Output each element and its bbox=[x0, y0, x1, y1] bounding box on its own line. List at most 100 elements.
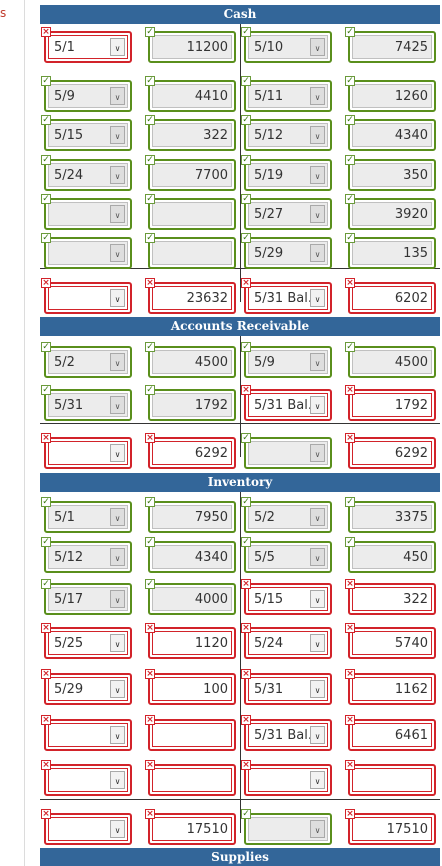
accounts-receivable-debit-date-select[interactable]: 5/2 ∨ ✓ bbox=[41, 342, 132, 378]
cash-debit-amount-input[interactable]: 4410 ✓ bbox=[145, 76, 236, 112]
inventory-debit-amount-input[interactable]: 100 × bbox=[145, 669, 236, 705]
chevron-down-icon[interactable]: ∨ bbox=[110, 590, 125, 608]
inventory-credit-date-select[interactable]: 5/15 ∨ × bbox=[241, 579, 332, 615]
inventory-credit-date-select[interactable]: 5/31 ∨ × bbox=[241, 669, 332, 705]
inventory-debit-amount-input[interactable]: 1120 × bbox=[145, 623, 236, 659]
cash-credit-date-select[interactable]: 5/29 ∨ ✓ bbox=[241, 233, 332, 269]
accounts-receivable-credit-date-select[interactable]: 5/31 Bal. ∨ × bbox=[241, 385, 332, 421]
inventory-debit-date-select[interactable]: 5/25 ∨ × bbox=[41, 623, 132, 659]
cash-debit-date-select[interactable]: ∨ ✓ bbox=[41, 194, 132, 230]
accounts-receivable-debit-amount-input[interactable]: 4500 ✓ bbox=[145, 342, 236, 378]
chevron-down-icon[interactable]: ∨ bbox=[310, 590, 325, 608]
cash-credit-amount-input[interactable]: 4340 ✓ bbox=[345, 115, 436, 151]
inventory-debit-amount-input[interactable]: × bbox=[145, 715, 236, 751]
chevron-down-icon[interactable]: ∨ bbox=[310, 353, 325, 371]
cash-credit-date-select[interactable]: 5/10 ∨ ✓ bbox=[241, 27, 332, 63]
cash-debit-date-select[interactable]: 5/15 ∨ ✓ bbox=[41, 115, 132, 151]
cash-credit-date-select[interactable]: 5/12 ∨ ✓ bbox=[241, 115, 332, 151]
accounts-receivable-debit-amount-input[interactable]: 1792 ✓ bbox=[145, 385, 236, 421]
cash-debit-date-select[interactable]: 5/9 ∨ ✓ bbox=[41, 76, 132, 112]
cash-debit-amount-input[interactable]: 23632 × bbox=[145, 278, 236, 314]
chevron-down-icon[interactable]: ∨ bbox=[310, 548, 325, 566]
chevron-down-icon[interactable]: ∨ bbox=[110, 396, 125, 414]
cash-debit-amount-input[interactable]: 11200 ✓ bbox=[145, 27, 236, 63]
cash-debit-amount-input[interactable]: ✓ bbox=[145, 194, 236, 230]
chevron-down-icon[interactable]: ∨ bbox=[110, 38, 125, 56]
chevron-down-icon[interactable]: ∨ bbox=[110, 680, 125, 698]
cash-credit-amount-input[interactable]: 7425 ✓ bbox=[345, 27, 436, 63]
inventory-credit-amount-input[interactable]: 322 × bbox=[345, 579, 436, 615]
cash-credit-amount-input[interactable]: 350 ✓ bbox=[345, 155, 436, 191]
inventory-credit-date-select[interactable]: 5/31 Bal. ∨ × bbox=[241, 715, 332, 751]
accounts-receivable-credit-amount-input[interactable]: 4500 ✓ bbox=[345, 342, 436, 378]
inventory-credit-amount-input[interactable]: 5740 × bbox=[345, 623, 436, 659]
chevron-down-icon[interactable]: ∨ bbox=[310, 680, 325, 698]
cash-credit-date-select[interactable]: 5/11 ∨ ✓ bbox=[241, 76, 332, 112]
chevron-down-icon[interactable]: ∨ bbox=[310, 166, 325, 184]
chevron-down-icon[interactable]: ∨ bbox=[310, 38, 325, 56]
chevron-down-icon[interactable]: ∨ bbox=[310, 444, 325, 462]
cash-credit-amount-input[interactable]: 3920 ✓ bbox=[345, 194, 436, 230]
accounts-receivable-credit-date-select[interactable]: 5/9 ∨ ✓ bbox=[241, 342, 332, 378]
inventory-debit-amount-input[interactable]: 17510 × bbox=[145, 809, 236, 845]
chevron-down-icon[interactable]: ∨ bbox=[110, 126, 125, 144]
inventory-credit-amount-input[interactable]: 3375 ✓ bbox=[345, 497, 436, 533]
chevron-down-icon[interactable]: ∨ bbox=[310, 87, 325, 105]
accounts-receivable-credit-date-select[interactable]: ∨ ✓ bbox=[241, 433, 332, 469]
chevron-down-icon[interactable]: ∨ bbox=[110, 634, 125, 652]
cash-debit-amount-input[interactable]: 7700 ✓ bbox=[145, 155, 236, 191]
inventory-debit-date-select[interactable]: 5/12 ∨ ✓ bbox=[41, 537, 132, 573]
chevron-down-icon[interactable]: ∨ bbox=[110, 508, 125, 526]
inventory-credit-date-select[interactable]: ∨ × bbox=[241, 760, 332, 796]
chevron-down-icon[interactable]: ∨ bbox=[110, 771, 125, 789]
chevron-down-icon[interactable]: ∨ bbox=[110, 205, 125, 223]
accounts-receivable-credit-amount-input[interactable]: 6292 × bbox=[345, 433, 436, 469]
chevron-down-icon[interactable]: ∨ bbox=[310, 244, 325, 262]
inventory-credit-amount-input[interactable]: 6461 × bbox=[345, 715, 436, 751]
chevron-down-icon[interactable]: ∨ bbox=[110, 244, 125, 262]
chevron-down-icon[interactable]: ∨ bbox=[110, 353, 125, 371]
chevron-down-icon[interactable]: ∨ bbox=[310, 820, 325, 838]
inventory-debit-amount-input[interactable]: × bbox=[145, 760, 236, 796]
cash-debit-date-select[interactable]: 5/24 ∨ ✓ bbox=[41, 155, 132, 191]
cash-credit-date-select[interactable]: 5/19 ∨ ✓ bbox=[241, 155, 332, 191]
chevron-down-icon[interactable]: ∨ bbox=[310, 634, 325, 652]
chevron-down-icon[interactable]: ∨ bbox=[110, 726, 125, 744]
inventory-debit-date-select[interactable]: 5/17 ∨ ✓ bbox=[41, 579, 132, 615]
inventory-credit-date-select[interactable]: 5/24 ∨ × bbox=[241, 623, 332, 659]
cash-credit-amount-input[interactable]: 135 ✓ bbox=[345, 233, 436, 269]
chevron-down-icon[interactable]: ∨ bbox=[310, 126, 325, 144]
inventory-debit-date-select[interactable]: ∨ × bbox=[41, 760, 132, 796]
accounts-receivable-debit-date-select[interactable]: 5/31 ∨ ✓ bbox=[41, 385, 132, 421]
inventory-credit-amount-input[interactable]: 450 ✓ bbox=[345, 537, 436, 573]
chevron-down-icon[interactable]: ∨ bbox=[310, 289, 325, 307]
inventory-credit-date-select[interactable]: 5/5 ∨ ✓ bbox=[241, 537, 332, 573]
chevron-down-icon[interactable]: ∨ bbox=[310, 396, 325, 414]
cash-credit-date-select[interactable]: 5/31 Bal. ∨ × bbox=[241, 278, 332, 314]
inventory-credit-amount-input[interactable]: 1162 × bbox=[345, 669, 436, 705]
inventory-debit-date-select[interactable]: 5/1 ∨ ✓ bbox=[41, 497, 132, 533]
inventory-debit-date-select[interactable]: ∨ × bbox=[41, 809, 132, 845]
cash-debit-date-select[interactable]: ∨ × bbox=[41, 278, 132, 314]
cash-debit-amount-input[interactable]: 322 ✓ bbox=[145, 115, 236, 151]
inventory-credit-date-select[interactable]: ∨ ✓ bbox=[241, 809, 332, 845]
inventory-debit-amount-input[interactable]: 4340 ✓ bbox=[145, 537, 236, 573]
chevron-down-icon[interactable]: ∨ bbox=[310, 771, 325, 789]
inventory-credit-amount-input[interactable]: 17510 × bbox=[345, 809, 436, 845]
inventory-debit-amount-input[interactable]: 4000 ✓ bbox=[145, 579, 236, 615]
chevron-down-icon[interactable]: ∨ bbox=[110, 87, 125, 105]
inventory-debit-date-select[interactable]: ∨ × bbox=[41, 715, 132, 751]
cash-debit-date-select[interactable]: ∨ ✓ bbox=[41, 233, 132, 269]
inventory-debit-date-select[interactable]: 5/29 ∨ × bbox=[41, 669, 132, 705]
chevron-down-icon[interactable]: ∨ bbox=[110, 444, 125, 462]
cash-debit-date-select[interactable]: 5/1 ∨ × bbox=[41, 27, 132, 63]
chevron-down-icon[interactable]: ∨ bbox=[110, 289, 125, 307]
chevron-down-icon[interactable]: ∨ bbox=[110, 548, 125, 566]
cash-credit-amount-input[interactable]: 6202 × bbox=[345, 278, 436, 314]
chevron-down-icon[interactable]: ∨ bbox=[110, 166, 125, 184]
inventory-credit-amount-input[interactable]: × bbox=[345, 760, 436, 796]
chevron-down-icon[interactable]: ∨ bbox=[110, 820, 125, 838]
chevron-down-icon[interactable]: ∨ bbox=[310, 205, 325, 223]
cash-credit-date-select[interactable]: 5/27 ∨ ✓ bbox=[241, 194, 332, 230]
chevron-down-icon[interactable]: ∨ bbox=[310, 726, 325, 744]
